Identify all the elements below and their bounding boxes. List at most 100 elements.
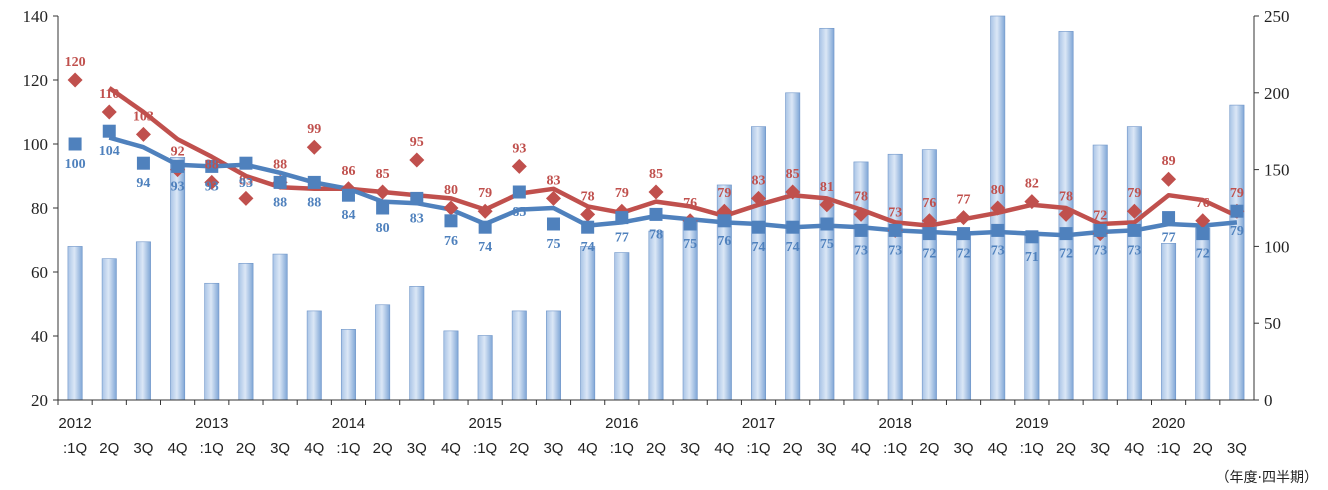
series-marker-square bbox=[341, 188, 355, 202]
x-tick-label-quarter: 3Q bbox=[954, 440, 974, 457]
x-tick-label-quarter: 4Q bbox=[168, 440, 188, 457]
bar bbox=[238, 262, 254, 401]
series-marker-diamond bbox=[1195, 213, 1211, 229]
y-left-tick-label: 20 bbox=[31, 391, 48, 410]
y-left-tick-label: 40 bbox=[31, 327, 48, 346]
x-tick-label-year: 2018 bbox=[879, 415, 912, 432]
x-tick-label-year: 2016 bbox=[605, 415, 638, 432]
data-label: 74 bbox=[786, 240, 800, 255]
y-right-tick-label: 150 bbox=[1264, 161, 1290, 180]
series-marker-square bbox=[1230, 204, 1244, 218]
x-tick-label-year: 2014 bbox=[332, 415, 365, 432]
data-label: 100 bbox=[65, 157, 86, 172]
y-left-tick-label: 80 bbox=[31, 199, 48, 218]
y-right-tick-label: 250 bbox=[1264, 7, 1290, 26]
x-tick-label-quarter: :1Q bbox=[1156, 440, 1180, 457]
x-tick-label-year: 2012 bbox=[58, 415, 91, 432]
bar bbox=[511, 310, 527, 401]
data-label: 77 bbox=[615, 231, 629, 246]
x-tick-label-quarter: 3Q bbox=[407, 440, 427, 457]
x-tick-label-quarter: 3Q bbox=[1090, 440, 1110, 457]
ticks-layer: 20 40 60 80 100 120 140 0 50 100 150 200 250 2012:1Q 2… bbox=[23, 7, 1290, 457]
data-label: 78 bbox=[854, 189, 868, 204]
series-marker-diamond bbox=[785, 184, 801, 200]
data-label: 83 bbox=[410, 211, 424, 226]
series-marker-square bbox=[1196, 227, 1210, 241]
data-label: 85 bbox=[376, 167, 390, 182]
axes-layer bbox=[53, 15, 1259, 405]
data-label: 88 bbox=[273, 195, 287, 210]
x-tick-label-quarter: 4Q bbox=[578, 440, 598, 457]
bar bbox=[67, 246, 83, 401]
data-label: 104 bbox=[99, 144, 120, 159]
data-label: 72 bbox=[1093, 209, 1107, 224]
series-marker-diamond bbox=[580, 206, 596, 222]
bar bbox=[1092, 144, 1108, 401]
lines-layer bbox=[107, 86, 1238, 238]
data-label: 79 bbox=[478, 186, 492, 201]
series-marker-square bbox=[820, 217, 834, 231]
series-marker-diamond bbox=[1024, 194, 1040, 210]
markers-layer bbox=[67, 72, 1245, 244]
data-label: 79 bbox=[1127, 186, 1141, 201]
data-label: 80 bbox=[991, 183, 1005, 198]
data-label: 99 bbox=[307, 122, 321, 137]
data-label: 82 bbox=[1025, 177, 1039, 192]
series-marker-square bbox=[581, 220, 595, 234]
data-label: 110 bbox=[99, 87, 119, 102]
bar bbox=[1229, 104, 1245, 401]
series-marker-diamond bbox=[409, 152, 425, 168]
data-label: 94 bbox=[136, 176, 150, 191]
data-label: 75 bbox=[820, 237, 834, 252]
series-marker-diamond bbox=[921, 213, 937, 229]
series-marker-square bbox=[136, 156, 150, 170]
bar bbox=[306, 310, 322, 401]
series-marker-diamond bbox=[443, 200, 459, 216]
data-label: 78 bbox=[1059, 189, 1073, 204]
x-tick-label-quarter: :1Q bbox=[883, 440, 907, 457]
series-marker-diamond bbox=[545, 190, 561, 206]
series-marker-diamond bbox=[1126, 203, 1142, 219]
x-tick-label-quarter: 3Q bbox=[133, 440, 153, 457]
data-label: 93 bbox=[512, 141, 526, 156]
data-label: 84 bbox=[341, 208, 355, 223]
x-tick-label-quarter: 4Q bbox=[1124, 440, 1144, 457]
bar bbox=[477, 335, 493, 401]
bars-layer bbox=[67, 15, 1245, 401]
series-marker-diamond bbox=[375, 184, 391, 200]
x-tick-label-quarter: 4Q bbox=[988, 440, 1008, 457]
data-label: 76 bbox=[683, 196, 697, 211]
data-label: 75 bbox=[546, 237, 560, 252]
data-label: 103 bbox=[133, 109, 154, 124]
series-marker-square bbox=[171, 159, 185, 173]
x-tick-label-quarter: 2Q bbox=[236, 440, 256, 457]
bar bbox=[443, 330, 459, 401]
data-label: 73 bbox=[888, 243, 902, 258]
data-label: 81 bbox=[820, 180, 834, 195]
bar bbox=[580, 246, 596, 401]
data-label: 79 bbox=[615, 186, 629, 201]
series-marker-square bbox=[957, 227, 971, 241]
data-label: 73 bbox=[991, 243, 1005, 258]
x-tick-label-quarter: 2Q bbox=[1193, 440, 1213, 457]
data-label: 83 bbox=[546, 173, 560, 188]
data-label: 77 bbox=[957, 193, 971, 208]
y-left-tick-label: 120 bbox=[23, 71, 49, 90]
data-label: 74 bbox=[478, 240, 492, 255]
data-label: 93 bbox=[239, 176, 253, 191]
bar bbox=[546, 310, 561, 401]
data-label: 80 bbox=[376, 221, 390, 236]
x-tick-label-year: 2019 bbox=[1015, 415, 1048, 432]
y-left-tick-label: 60 bbox=[31, 263, 48, 282]
series-marker-square bbox=[649, 207, 663, 221]
series-line bbox=[107, 86, 1238, 228]
series-marker-square bbox=[273, 175, 287, 189]
data-label: 73 bbox=[1127, 243, 1141, 258]
y-left-tick-label: 140 bbox=[23, 7, 49, 26]
series-marker-square bbox=[888, 223, 902, 237]
data-label: 95 bbox=[410, 135, 424, 150]
x-tick-label-quarter: 4Q bbox=[851, 440, 871, 457]
series-marker-square bbox=[410, 191, 424, 205]
y-right-tick-label: 100 bbox=[1264, 237, 1290, 256]
